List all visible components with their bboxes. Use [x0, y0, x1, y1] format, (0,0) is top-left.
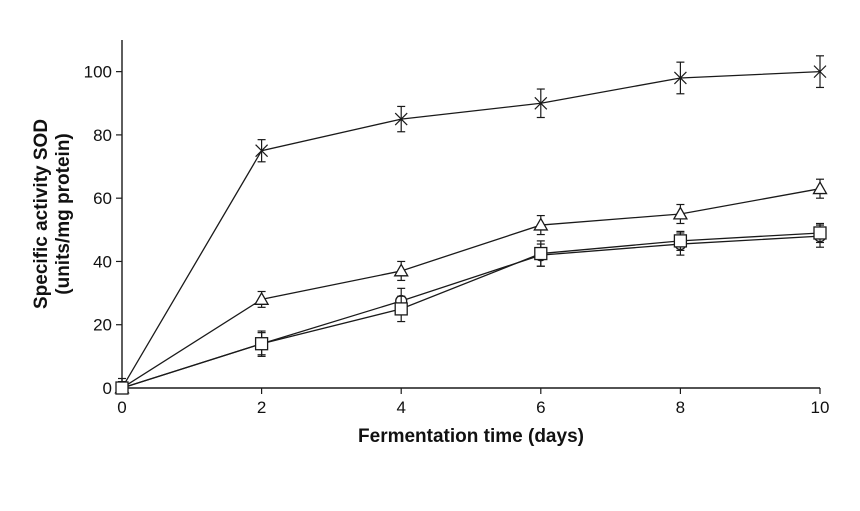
- data-point-cross: [534, 96, 548, 110]
- series-triangle: [114, 178, 828, 394]
- y-tick-label: 20: [93, 316, 112, 335]
- data-point-square: [534, 246, 548, 261]
- data-point-square: [673, 234, 688, 248]
- series-line-square: [121, 232, 821, 389]
- data-point-cross: [255, 144, 269, 158]
- y-axis-title-line2: (units/mg protein): [53, 133, 74, 294]
- series-square: [115, 222, 827, 395]
- x-tick-label: 10: [811, 398, 830, 417]
- data-point-cross: [813, 65, 827, 79]
- data-point-cross: [394, 112, 408, 126]
- x-tick-label: 8: [676, 398, 685, 417]
- series-line-circle: [121, 235, 821, 389]
- y-axis-title-line1: Specific activity SOD: [31, 119, 52, 309]
- data-point-square: [813, 226, 827, 240]
- x-tick-label: 2: [257, 398, 266, 417]
- series-cross: [115, 55, 827, 395]
- x-tick-label: 6: [536, 398, 545, 417]
- axes: [121, 40, 820, 389]
- x-tick-label: 4: [396, 398, 405, 417]
- data-point-square: [115, 381, 129, 395]
- y-tick-label: 60: [93, 189, 112, 208]
- series-circle: [115, 224, 827, 395]
- data-point-triangle: [253, 291, 270, 305]
- data-point-square: [394, 302, 408, 316]
- data-point-triangle: [672, 206, 689, 220]
- data-point-square: [254, 337, 269, 351]
- x-axis-title: Fermentation time (days): [358, 426, 584, 447]
- y-tick-label: 80: [93, 126, 112, 145]
- series-layer: [114, 55, 828, 395]
- data-point-triangle: [812, 180, 828, 195]
- y-tick-label: 40: [93, 252, 112, 271]
- series-line-cross: [121, 70, 821, 389]
- data-point-triangle: [533, 217, 549, 231]
- series-line-triangle: [121, 188, 821, 389]
- x-tick-label: 0: [117, 398, 126, 417]
- y-tick-label: 100: [84, 63, 112, 82]
- y-tick-label: 0: [103, 379, 112, 398]
- data-point-triangle: [393, 263, 409, 277]
- data-point-cross: [673, 71, 687, 85]
